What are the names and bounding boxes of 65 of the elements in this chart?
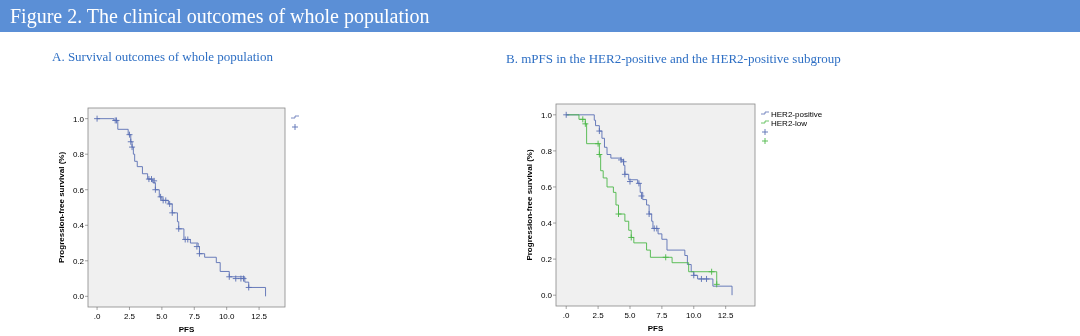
point [626, 178, 634, 185]
x-tick-label: 10.0 [218, 312, 236, 321]
x-tick-label: .0 [93, 312, 101, 321]
chart-title: A. Survival outcomes of whole population [52, 49, 274, 64]
y-tick-label: 1.0 [72, 114, 85, 124]
y-axis-title: Progression-free survival (%) [57, 151, 66, 264]
y-tick-label: 0.2 [72, 256, 85, 266]
text: Figure 2. The clinical outcomes of whole population [10, 5, 430, 28]
y-tick-label: 0.6 [540, 182, 553, 192]
point [225, 273, 233, 281]
point [697, 275, 705, 283]
point [166, 200, 174, 208]
y-tick-label: 0.8 [540, 146, 553, 156]
x-tick-label: 5.0 [624, 311, 637, 320]
point [662, 253, 670, 261]
x-tick-label: 2.5 [123, 312, 136, 321]
y-tick-label: 0.0 [72, 292, 85, 302]
legend-label: HER2-positive [771, 110, 823, 119]
y-tick-label: 0.0 [540, 291, 553, 301]
point [168, 209, 176, 217]
point [240, 275, 247, 283]
point [151, 186, 159, 194]
point [126, 131, 133, 139]
y-axis-title: Progression-free survival (%) [525, 149, 534, 261]
point [635, 179, 643, 187]
x-axis-title: PFS [178, 325, 195, 334]
point [594, 140, 602, 148]
y-tick-label: 0.6 [72, 185, 85, 195]
x-tick-label: 12.5 [251, 312, 268, 321]
point [638, 192, 645, 200]
point [245, 284, 253, 291]
x-tick-label: 7.5 [656, 311, 668, 320]
point [708, 268, 716, 276]
point [713, 280, 721, 288]
point [562, 111, 570, 119]
x-tick-label: 2.5 [592, 311, 605, 320]
point [93, 115, 101, 123]
point [595, 151, 603, 158]
point [617, 156, 625, 164]
y-tick-label: 1.0 [540, 110, 553, 120]
point [193, 243, 201, 251]
point [595, 127, 603, 135]
x-tick-label: 12.5 [717, 311, 734, 320]
x-tick-label: 5.0 [156, 312, 168, 321]
y-tick-label: 0.2 [540, 255, 553, 265]
point [232, 275, 240, 283]
point [690, 271, 698, 279]
point [645, 210, 653, 218]
x-axis-title: PFS [647, 324, 664, 333]
x-tick-label: .0 [562, 311, 571, 320]
point [627, 234, 635, 241]
chart-title: B. mPFS in the HER2-positive and the HER2-positive subgroup [506, 51, 841, 66]
y-tick-label: 0.4 [540, 219, 553, 229]
point [621, 170, 629, 178]
point [620, 158, 628, 166]
point [175, 225, 183, 233]
x-tick-label: 7.5 [188, 312, 201, 321]
x-tick-label: 10.0 [685, 311, 703, 320]
point [703, 275, 710, 283]
point [615, 210, 622, 218]
legend-label: HER2-low [771, 119, 808, 128]
point [148, 175, 155, 183]
y-tick-label: 0.4 [72, 221, 85, 231]
point [196, 250, 203, 258]
y-tick-label: 0.8 [72, 150, 85, 160]
